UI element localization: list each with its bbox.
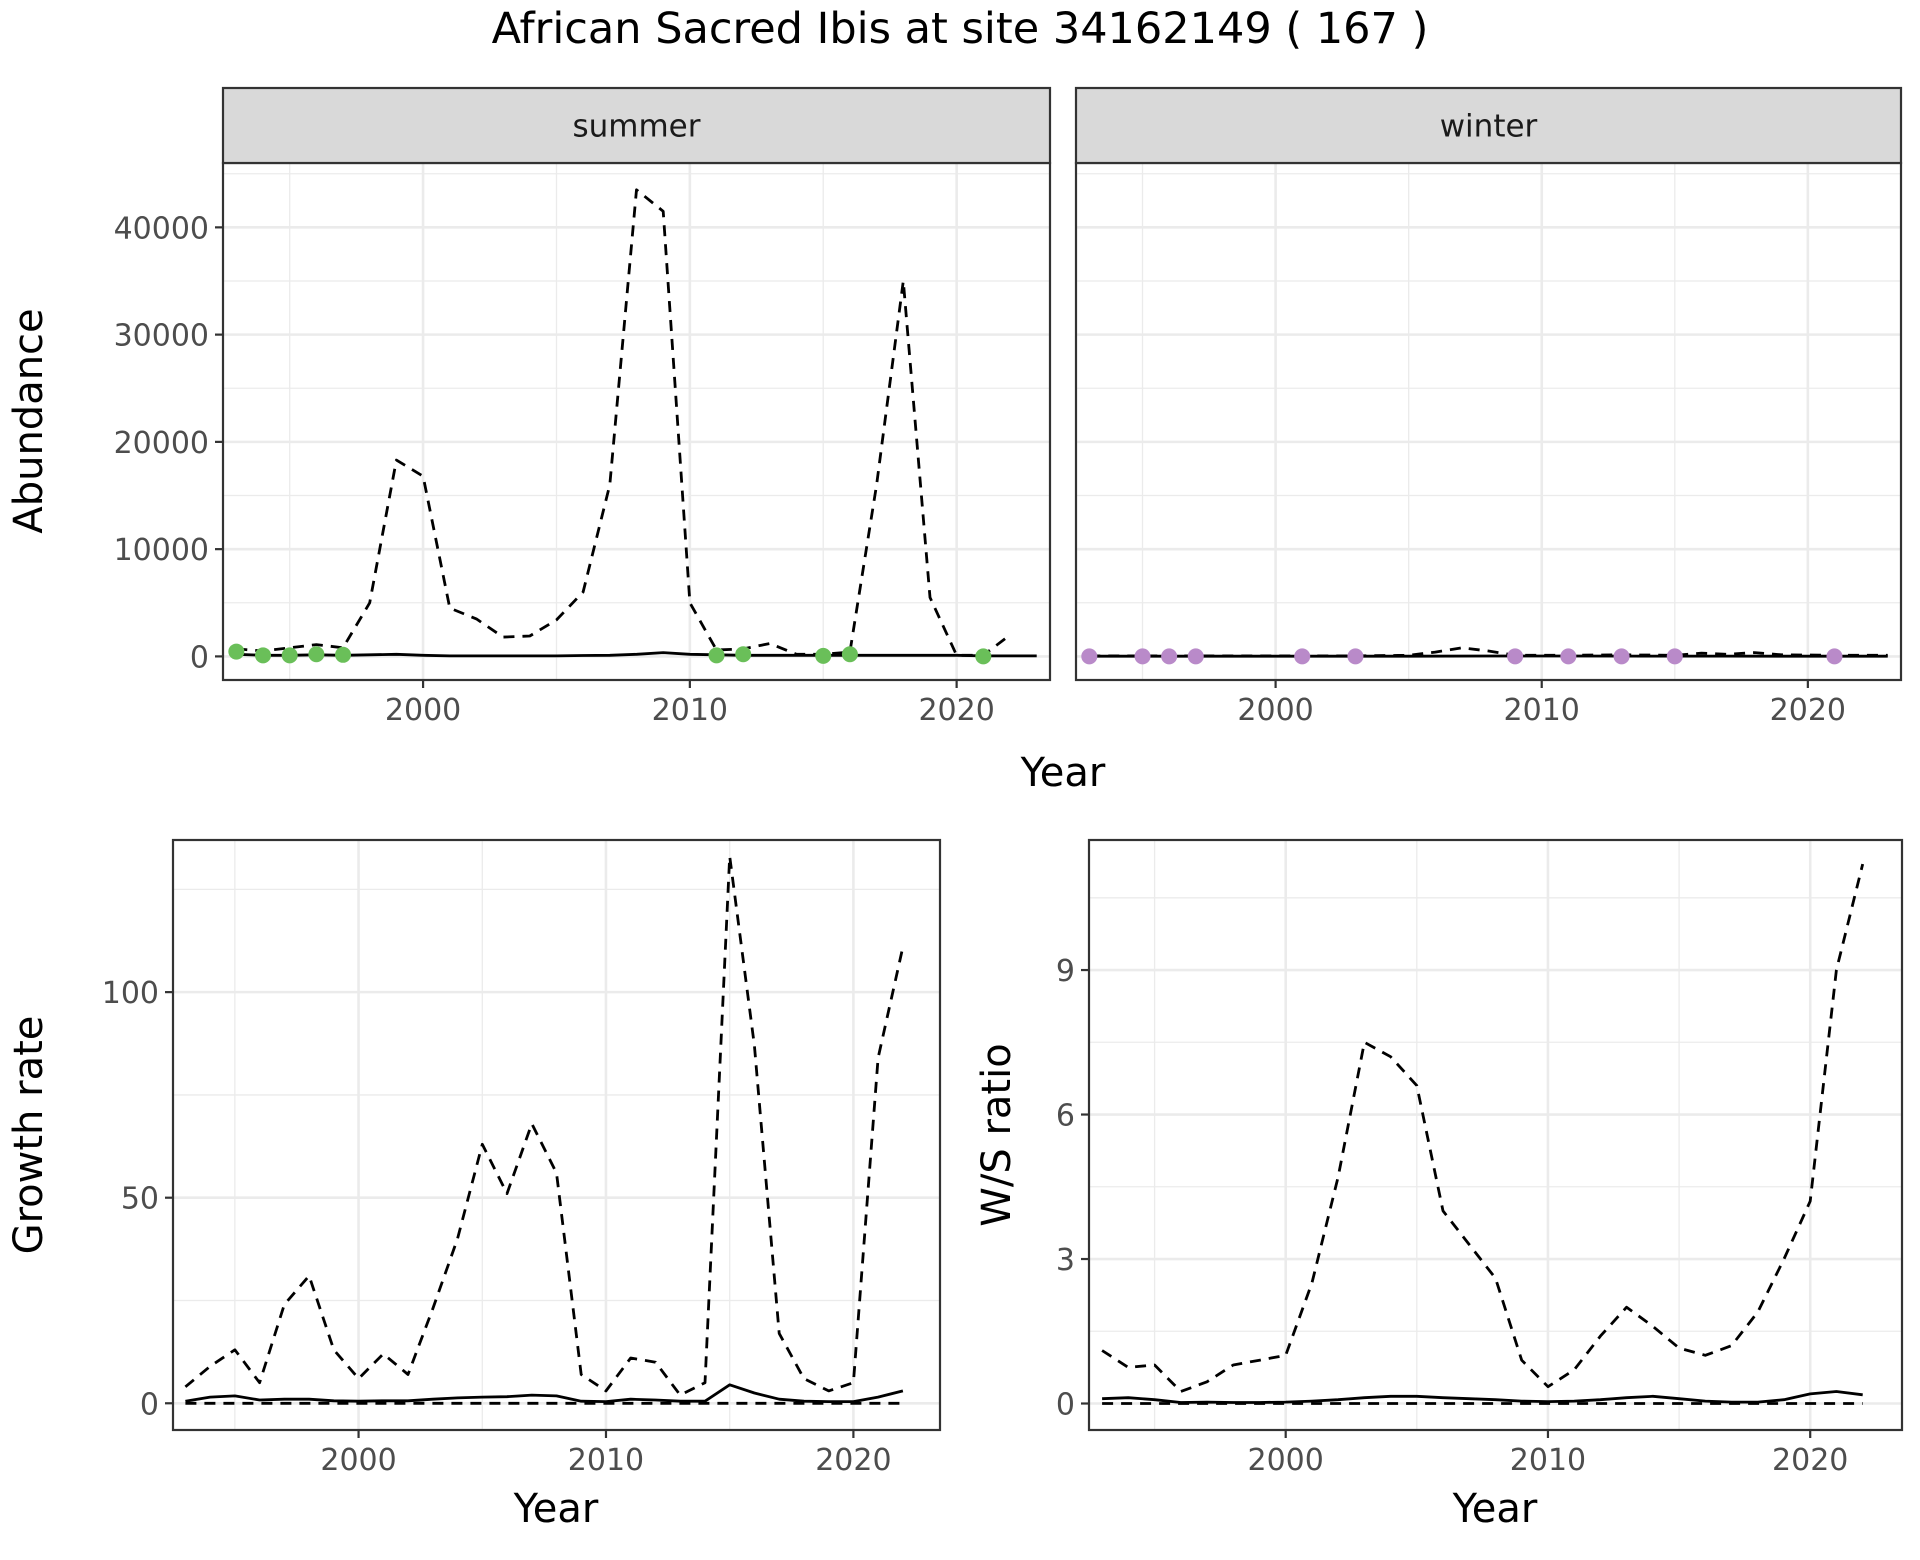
growth-series-line-1 xyxy=(184,855,905,1397)
y-tick-label: 20000 xyxy=(114,426,209,461)
y-axis-title: Abundance xyxy=(6,308,52,533)
winter-data-point xyxy=(1347,648,1364,665)
winter-data-point xyxy=(1507,648,1524,665)
facet-strip-label: summer xyxy=(572,109,700,145)
x-tick-label: 2000 xyxy=(1248,1443,1324,1478)
panel-border xyxy=(1087,838,1904,1432)
x-tick-label: 2020 xyxy=(1772,1443,1848,1478)
x-tick-label: 2020 xyxy=(815,1443,891,1478)
y-tick-label: 10000 xyxy=(114,533,209,568)
y-tick-label: 0 xyxy=(140,1387,159,1422)
plot-background xyxy=(173,840,940,1430)
y-tick-label: 0 xyxy=(1056,1388,1075,1423)
x-tick-label: 2020 xyxy=(1770,693,1846,728)
winter-data-point xyxy=(1560,648,1577,665)
x-axis-title: Year xyxy=(513,1486,599,1532)
x-tick-label: 2020 xyxy=(918,693,994,728)
winter-data-point xyxy=(1187,648,1204,665)
winter-data-point xyxy=(1826,648,1843,665)
winter-data-point xyxy=(1666,648,1683,665)
y-tick-label: 50 xyxy=(121,1182,159,1217)
winter-data-point xyxy=(1081,648,1098,665)
winter-data-point xyxy=(1134,648,1151,665)
y-tick-label: 6 xyxy=(1056,1099,1075,1134)
facet-strip xyxy=(221,86,1052,165)
x-tick-label: 2000 xyxy=(385,693,461,728)
summer-data-point xyxy=(815,647,832,664)
summer-data-point xyxy=(228,643,245,660)
y-tick-label: 0 xyxy=(190,640,209,675)
summer-data-point xyxy=(735,646,752,663)
plot-background xyxy=(223,163,1050,680)
y-tick-label: 9 xyxy=(1056,954,1075,989)
plot-background xyxy=(1089,840,1902,1430)
x-tick-label: 2000 xyxy=(1237,693,1313,728)
x-tick-label: 2010 xyxy=(568,1443,644,1478)
x-tick-label: 2010 xyxy=(1510,1443,1586,1478)
panel-winter: winter 2000 2010 2020 xyxy=(1074,86,1903,728)
y-tick-label: 3 xyxy=(1056,1243,1075,1278)
summer-data-point xyxy=(708,647,725,664)
summer-data-point xyxy=(841,646,858,663)
y-tick-label: 30000 xyxy=(114,319,209,354)
summer-data-point xyxy=(975,648,992,665)
figure-title: African Sacred Ibis at site 34162149 ( 1… xyxy=(491,4,1429,54)
summer-data-point xyxy=(308,646,325,663)
x-axis-title-top-row: Year xyxy=(1020,750,1106,796)
facet-strip xyxy=(1074,86,1903,165)
summer-data-point xyxy=(281,647,298,664)
summer-data-point xyxy=(255,647,272,664)
x-tick-label: 2010 xyxy=(1504,693,1580,728)
winter-data-point xyxy=(1613,648,1630,665)
y-axis-title: Growth rate xyxy=(6,1016,52,1255)
panel-growth: 2000 2010 2020 0 50 100 Growth rate Year xyxy=(6,838,942,1532)
summer-series-line-2 xyxy=(236,651,1037,658)
y-tick-label: 100 xyxy=(102,976,159,1011)
growth-series-line-2 xyxy=(185,1383,904,1403)
x-tick-label: 2000 xyxy=(320,1443,396,1478)
summer-data-point xyxy=(335,646,352,663)
winter-data-point xyxy=(1294,648,1311,665)
panel-border xyxy=(171,838,942,1432)
x-axis-title: Year xyxy=(1452,1486,1538,1532)
y-tick-label: 40000 xyxy=(114,211,209,246)
panel-summer: summer 2000 2010 2020 0 10000 20000 30000 40000 A… xyxy=(6,86,1052,728)
panel-ratio: 2000 2010 2020 0 3 6 9 W/S ratio Year xyxy=(974,838,1904,1532)
x-tick-label: 2010 xyxy=(652,693,728,728)
facet-strip-label: winter xyxy=(1440,109,1538,145)
winter-data-point xyxy=(1161,648,1178,665)
y-axis-title: W/S ratio xyxy=(974,1043,1020,1226)
plot-background xyxy=(1076,163,1901,680)
